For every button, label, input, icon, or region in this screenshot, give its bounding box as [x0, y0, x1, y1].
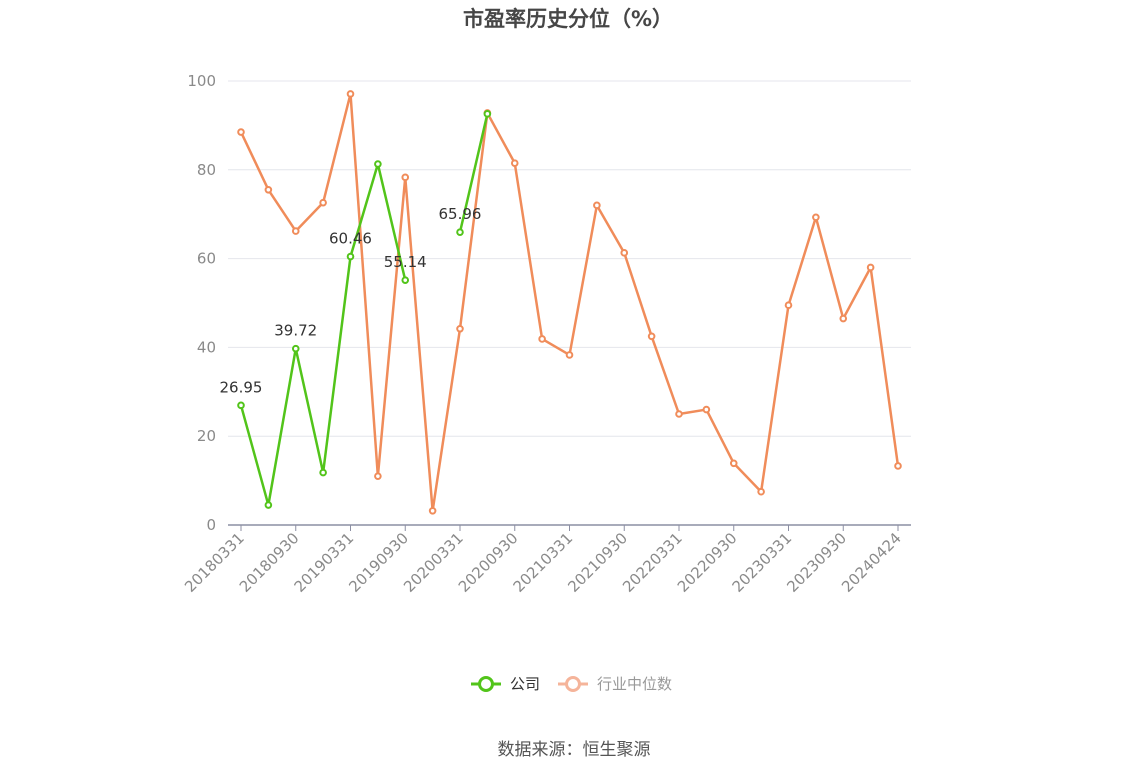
- y-tick-label: 100: [187, 72, 216, 90]
- data-point[interactable]: [264, 185, 273, 194]
- y-tick-label: 40: [197, 338, 216, 356]
- legend-industry-marker: [565, 676, 581, 692]
- data-point[interactable]: [483, 110, 492, 118]
- data-point[interactable]: [894, 462, 902, 470]
- series-company: [237, 110, 492, 509]
- data-point[interactable]: [729, 459, 738, 468]
- data-point[interactable]: [456, 228, 464, 236]
- data-point[interactable]: [784, 301, 793, 310]
- y-axis: 0 20 40 60 80 100: [187, 72, 216, 534]
- y-tick-label: 80: [197, 161, 216, 179]
- data-point[interactable]: [319, 468, 327, 477]
- y-tick-label: 0: [206, 516, 216, 534]
- data-point[interactable]: [401, 276, 410, 284]
- x-axis: 2018033120180930201903312019093020200331…: [181, 524, 911, 596]
- series-line: [239, 92, 900, 513]
- y-tick-label: 60: [197, 250, 216, 268]
- series-layer: [237, 90, 902, 515]
- data-point[interactable]: [346, 252, 355, 261]
- data-point[interactable]: [428, 506, 437, 515]
- y-tick-label: 20: [197, 427, 216, 445]
- data-point[interactable]: [374, 472, 382, 480]
- data-point[interactable]: [401, 173, 410, 182]
- data-point[interactable]: [839, 314, 848, 323]
- series-line: [458, 113, 489, 233]
- data-label: 60.46: [329, 230, 372, 248]
- chart-title: 市盈率历史分位（%）: [463, 7, 673, 31]
- series-industry: [237, 90, 902, 515]
- legend[interactable]: 公司 行业中位数: [471, 675, 672, 693]
- data-point[interactable]: [510, 159, 519, 167]
- data-label: 55.14: [384, 253, 427, 271]
- data-source: 数据来源：恒生聚源: [498, 740, 651, 760]
- data-label: 26.95: [220, 378, 263, 396]
- data-point[interactable]: [237, 401, 245, 410]
- data-point[interactable]: [374, 160, 382, 168]
- data-point[interactable]: [866, 263, 875, 272]
- data-label: 65.96: [439, 205, 482, 223]
- data-point[interactable]: [319, 198, 327, 207]
- legend-company-marker: [478, 676, 494, 692]
- data-point[interactable]: [812, 213, 820, 222]
- legend-item-company[interactable]: 公司: [471, 675, 540, 693]
- x-tick-label: 20240424: [838, 529, 905, 596]
- legend-item-industry[interactable]: 行业中位数: [558, 675, 672, 693]
- data-point[interactable]: [647, 332, 656, 341]
- data-point[interactable]: [237, 128, 245, 136]
- data-point[interactable]: [264, 501, 273, 509]
- grid-lines: [228, 80, 911, 437]
- data-point[interactable]: [291, 344, 300, 353]
- data-labels: 26.95 39.72 60.46 55.14 65.96: [220, 205, 482, 396]
- data-point[interactable]: [346, 90, 355, 98]
- data-point[interactable]: [675, 410, 683, 418]
- legend-industry-label: 行业中位数: [597, 675, 672, 693]
- data-point[interactable]: [593, 201, 601, 210]
- data-point[interactable]: [620, 249, 629, 257]
- data-point[interactable]: [565, 351, 574, 359]
- data-point[interactable]: [757, 487, 765, 496]
- data-point[interactable]: [291, 227, 300, 235]
- data-label: 39.72: [274, 322, 317, 340]
- data-point[interactable]: [538, 335, 546, 343]
- data-point[interactable]: [702, 405, 711, 414]
- data-point[interactable]: [456, 324, 464, 333]
- legend-company-label: 公司: [510, 675, 540, 693]
